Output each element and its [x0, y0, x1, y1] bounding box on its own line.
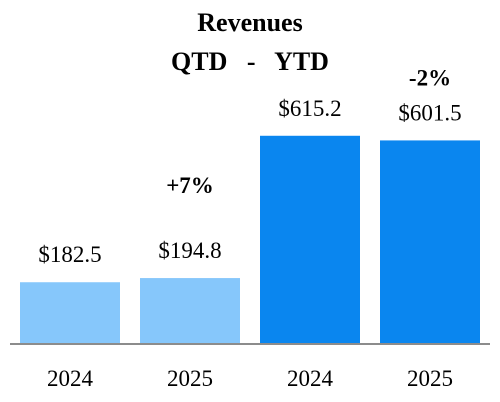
x-tick-labels-layer: 2024 2025 2024 2025: [47, 366, 453, 391]
value-label: $182.5: [38, 242, 101, 267]
x-tick-label: 2025: [407, 366, 453, 391]
value-label: $615.2: [278, 96, 341, 121]
value-labels-layer: $182.5 $194.8 $615.2 $601.5: [38, 96, 461, 267]
change-labels-layer: +7% -2%: [166, 65, 451, 198]
change-label: -2%: [409, 65, 451, 90]
chart-title: Revenues: [197, 8, 302, 37]
x-tick-label: 2024: [287, 366, 334, 391]
bar-qtd-2025: [140, 278, 240, 344]
bar-ytd-2024: [260, 135, 360, 344]
x-tick-label: 2025: [167, 366, 213, 391]
x-tick-label: 2024: [47, 366, 94, 391]
bar-qtd-2024: [20, 282, 120, 344]
chart-subtitle: QTD - YTD: [171, 47, 329, 76]
bar-ytd-2025: [380, 140, 480, 344]
bars-layer: [20, 135, 480, 344]
value-label: $601.5: [398, 100, 461, 125]
change-label: +7%: [166, 173, 214, 198]
value-label: $194.8: [158, 238, 221, 263]
